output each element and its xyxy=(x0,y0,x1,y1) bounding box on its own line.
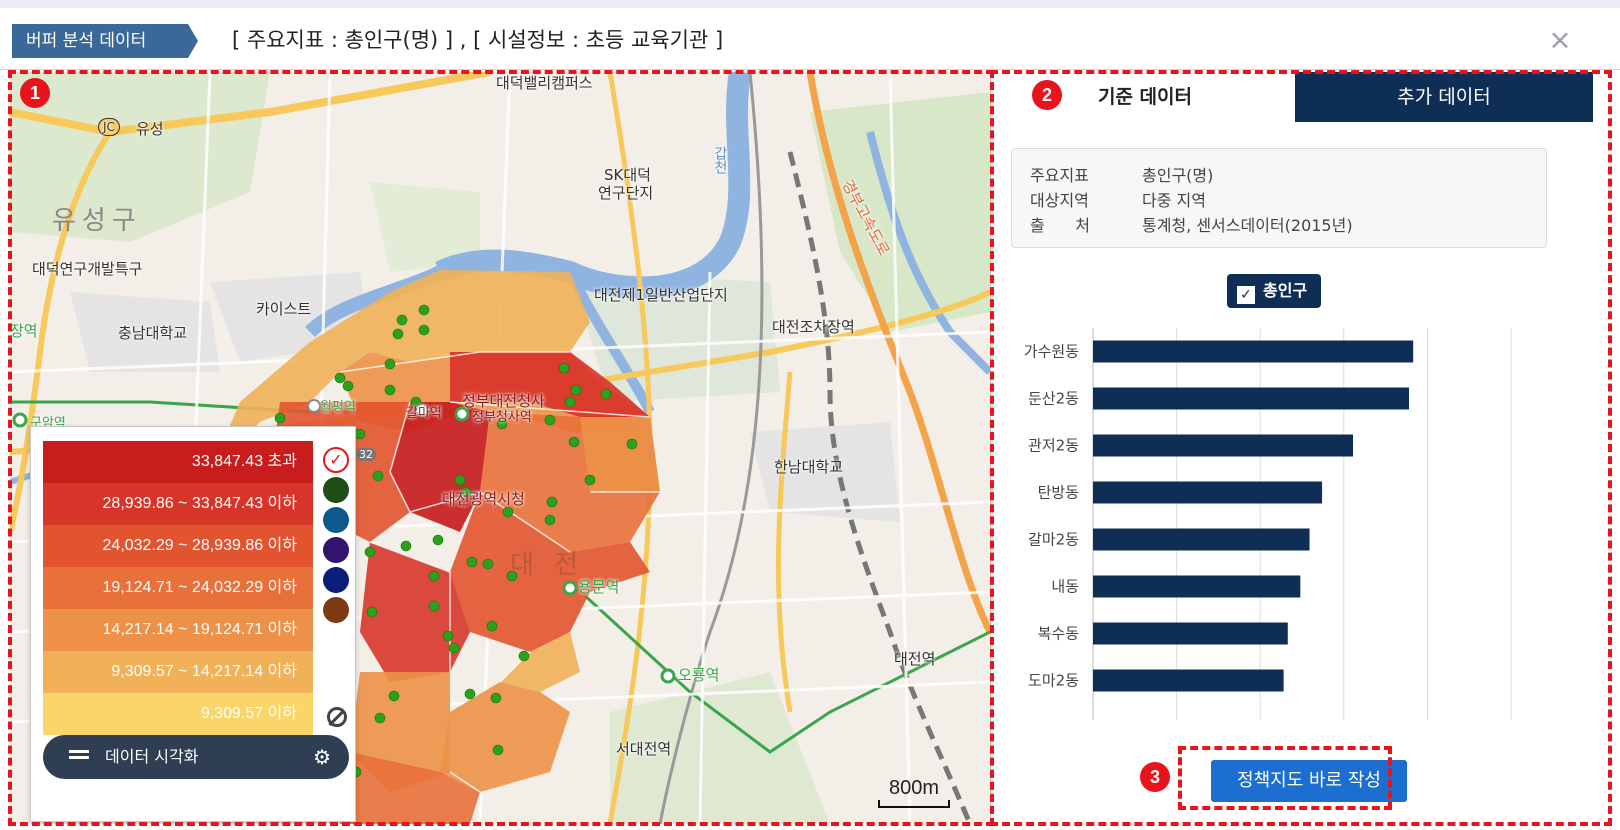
map-label-station-left: 장역 xyxy=(10,322,38,340)
series-toggle[interactable]: ✓ 총인구 xyxy=(1227,274,1322,308)
map-label-seodaejeon: 서대전역 xyxy=(616,740,672,758)
palette-teal-swatch[interactable] xyxy=(323,507,349,533)
map-label-daejeon: 대 전 xyxy=(510,550,585,580)
map-label-jochawon: 대전조차장역 xyxy=(772,318,855,336)
breadcrumb: 버퍼 분석 데이터 xyxy=(12,24,198,58)
chart-category-label: 가수원동 xyxy=(1024,343,1079,361)
chart-bar[interactable] xyxy=(1093,575,1301,598)
info-row: 대상지역 다중 지역 xyxy=(1030,188,1528,213)
map-label-campus: 대덕밸리캠퍼스 xyxy=(496,74,593,92)
map-label-oryong: 오룡역 xyxy=(678,666,720,684)
info-key: 주요지표 xyxy=(1030,166,1089,185)
info-row: 출 처 통계청, 센서스데이터(2015년) xyxy=(1030,213,1528,238)
close-button[interactable]: × xyxy=(1548,23,1572,56)
map-label-road-num: 32 xyxy=(356,448,376,461)
create-policy-map-button[interactable]: 정책지도 바로 작성 xyxy=(1211,760,1407,802)
legend-class[interactable]: 9,309.57 ~ 14,217.14 이하 xyxy=(43,651,313,693)
palette-brown-swatch[interactable] xyxy=(323,597,349,623)
map-label-galma: 갈마역 xyxy=(406,406,442,421)
chart-bar[interactable] xyxy=(1093,622,1288,645)
chart-bar[interactable] xyxy=(1093,340,1414,363)
dialog-header: 버퍼 분석 데이터 [ 주요지표 : 총인구(명) ] , [ 시설정보 : 초… xyxy=(0,0,1620,70)
callout-number-1: 1 xyxy=(20,78,50,108)
palette-purple-swatch[interactable] xyxy=(323,537,349,563)
map-legend: 33,847.43 초과 28,939.86 ~ 33,847.43 이하 24… xyxy=(30,426,356,822)
map-label-kaist: 카이스트 xyxy=(256,300,312,318)
chart-category-label: 관저2동 xyxy=(1028,437,1079,455)
map-view[interactable]: 대덕밸리캠퍼스 JC 유성 유성구 SK대덕 연구단지 대덕연구개발특구 카이스… xyxy=(10,72,990,824)
chart-bar[interactable] xyxy=(1093,434,1353,457)
legend-class[interactable]: 33,847.43 초과 xyxy=(43,441,313,483)
color-palette: ✓ xyxy=(323,447,349,627)
panel-tabs: 기준 데이터 추가 데이터 xyxy=(995,72,1595,122)
map-label-daedeok: 대덕연구개발특구 xyxy=(32,260,143,278)
info-value: 통계청, 센서스데이터(2015년) xyxy=(1142,216,1353,235)
info-key: 대상지역 xyxy=(1030,191,1089,210)
info-row: 주요지표 총인구(명) xyxy=(1030,163,1528,188)
checkbox-icon[interactable]: ✓ xyxy=(1237,286,1255,304)
map-label-gapcheon: 갑천 xyxy=(712,146,728,174)
legend-class[interactable]: 14,217.14 ~ 19,124.71 이하 xyxy=(43,609,313,651)
data-panel: 기준 데이터 추가 데이터 주요지표 총인구(명) 대상지역 다중 지역 출 처 통계… xyxy=(990,72,1610,824)
chart-bar[interactable] xyxy=(1093,387,1410,410)
map-label-ic: JC xyxy=(98,118,120,136)
series-label: 총인구 xyxy=(1263,281,1308,300)
legend-class-list: 33,847.43 초과 28,939.86 ~ 33,847.43 이하 24… xyxy=(43,441,313,735)
legend-class[interactable]: 24,032.29 ~ 28,939.86 이하 xyxy=(43,525,313,567)
chart-category-label: 탄방동 xyxy=(1038,484,1080,502)
map-label-hannam: 한남대학교 xyxy=(774,458,844,476)
palette-navy-swatch[interactable] xyxy=(323,567,349,593)
map-scale-bar xyxy=(878,800,950,808)
chart-bar[interactable] xyxy=(1093,481,1323,504)
check-icon: ✓ xyxy=(329,450,343,469)
map-label-yongmun: 용문역 xyxy=(578,578,620,596)
data-visualization-button[interactable]: 데이터 시각화 ⚙ xyxy=(43,735,349,779)
map-label-sk2: 연구단지 xyxy=(598,184,654,202)
indicator-info: 주요지표 총인구(명) 대상지역 다중 지역 출 처 통계청, 센서스데이터(2015… xyxy=(1011,148,1547,248)
header-top-stripe xyxy=(0,0,1620,8)
map-label-cityhall: 대전광역시청 xyxy=(442,490,525,508)
legend-class[interactable]: 19,124.71 ~ 24,032.29 이하 xyxy=(43,567,313,609)
map-label-yuseong: 유성 xyxy=(136,120,164,138)
tab-additional-data[interactable]: 추가 데이터 xyxy=(1295,72,1593,122)
map-scale: 800m xyxy=(878,777,950,808)
chart-category-label: 도마2동 xyxy=(1028,672,1079,690)
legend-class[interactable]: 9,309.57 이하 xyxy=(43,693,313,735)
hide-legend-icon[interactable] xyxy=(327,707,347,727)
chart-category-label: 둔산2동 xyxy=(1028,390,1079,408)
map-scale-label: 800m xyxy=(888,777,940,799)
legend-class[interactable]: 28,939.86 ~ 33,847.43 이하 xyxy=(43,483,313,525)
gear-icon[interactable]: ⚙ xyxy=(313,745,331,769)
map-label-govt: 정부대전청사 xyxy=(462,392,545,410)
map-label-district: 유성구 xyxy=(52,206,142,236)
dialog-title: [ 주요지표 : 총인구(명) ] , [ 시설정보 : 초등 교육기관 ] xyxy=(232,28,724,52)
data-visualization-label: 데이터 시각화 xyxy=(105,747,199,766)
map-label-jeongbu-station: 정부청사역 xyxy=(472,410,532,425)
palette-red-swatch[interactable]: ✓ xyxy=(323,447,349,473)
chart-bar[interactable] xyxy=(1093,669,1284,692)
callout-number-3: 3 xyxy=(1140,762,1170,792)
map-label-industrial: 대전제1일반산업단지 xyxy=(594,286,728,304)
palette-green-swatch[interactable] xyxy=(323,477,349,503)
map-label-cnu: 충남대학교 xyxy=(118,324,188,342)
chart-bar[interactable] xyxy=(1093,528,1310,551)
info-value: 총인구(명) xyxy=(1142,166,1214,185)
chart-category-label: 내동 xyxy=(1051,578,1079,596)
info-key: 출 처 xyxy=(1030,216,1090,235)
map-label-daejeon-station: 대전역 xyxy=(894,650,936,668)
list-icon xyxy=(69,750,89,764)
map-label-wolpyeong: 월평역 xyxy=(320,400,356,415)
map-label-sk: SK대덕 xyxy=(604,166,651,184)
info-value: 다중 지역 xyxy=(1142,191,1206,210)
callout-number-2: 2 xyxy=(1032,80,1062,110)
chart-category-label: 복수동 xyxy=(1038,625,1080,643)
map-base xyxy=(10,72,990,824)
chart-category-label: 갈마2동 xyxy=(1028,531,1079,549)
